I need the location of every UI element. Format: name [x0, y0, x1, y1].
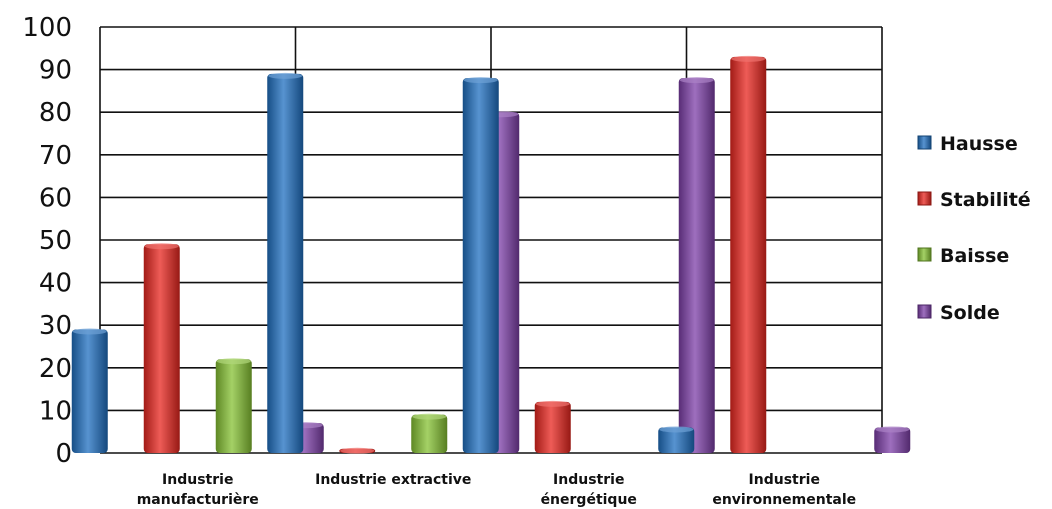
bars [71, 55, 911, 454]
x-category-label: Industrie manufacturière [137, 472, 259, 508]
legend-label: Stabilité [940, 189, 1031, 211]
y-tick-label: 50 [39, 226, 72, 256]
x-category-label: Industrie extractive [315, 472, 471, 488]
bar-top-highlight [679, 77, 714, 84]
y-tick-label: 60 [39, 183, 72, 213]
bar-top-highlight [659, 426, 694, 433]
bar-stabilite-3 [534, 401, 571, 453]
bar-hausse-2 [267, 73, 304, 454]
y-tick-label: 40 [39, 269, 72, 299]
bar-baisse-1 [215, 359, 252, 453]
x-category-label: Industrie environnementale [712, 472, 856, 508]
x-axis-labels: Industrie manufacturière Industrie extract… [137, 472, 856, 508]
bar-top-highlight [144, 243, 179, 250]
y-tick-label: 0 [55, 439, 72, 469]
y-tick-label: 30 [39, 311, 72, 341]
bar-stabilite-1 [143, 244, 180, 453]
legend-swatch [917, 247, 932, 262]
y-tick-label: 90 [39, 56, 72, 86]
y-tick-label: 70 [39, 141, 72, 171]
y-tick-label: 20 [39, 354, 72, 384]
bar-top-highlight [463, 77, 498, 84]
y-axis-ticks: 0 10 20 30 40 50 60 70 80 90 100 [22, 13, 72, 469]
bar-solde-4 [874, 427, 911, 453]
bar-top-highlight [340, 447, 375, 454]
bar-hausse-1 [71, 329, 108, 453]
bar-hausse-3 [462, 78, 499, 454]
bar-hausse-4 [658, 427, 695, 453]
x-category-label: Industrie énergétique [541, 472, 637, 508]
y-tick-label: 100 [22, 13, 72, 43]
y-tick-label: 10 [39, 396, 72, 426]
bar-top-highlight [535, 400, 570, 407]
bar-top-highlight [72, 328, 107, 335]
legend-swatch [917, 191, 932, 206]
bar-top-highlight [268, 72, 303, 79]
bar-top-highlight [216, 358, 251, 365]
legend-swatch [917, 304, 932, 319]
legend-swatch [917, 135, 932, 150]
legend: Hausse Stabilité Baisse Solde [917, 133, 1031, 324]
bar-top-highlight [731, 55, 766, 62]
legend-label: Baisse [940, 245, 1009, 267]
bar-top-highlight [875, 426, 910, 433]
bar-solde-3 [678, 78, 715, 454]
bar-baisse-2 [411, 414, 448, 453]
y-tick-label: 80 [39, 98, 72, 128]
bar-stabilite-4 [730, 56, 767, 453]
bar-top-highlight [412, 413, 447, 420]
legend-label: Solde [940, 302, 1000, 324]
legend-label: Hausse [940, 133, 1018, 155]
